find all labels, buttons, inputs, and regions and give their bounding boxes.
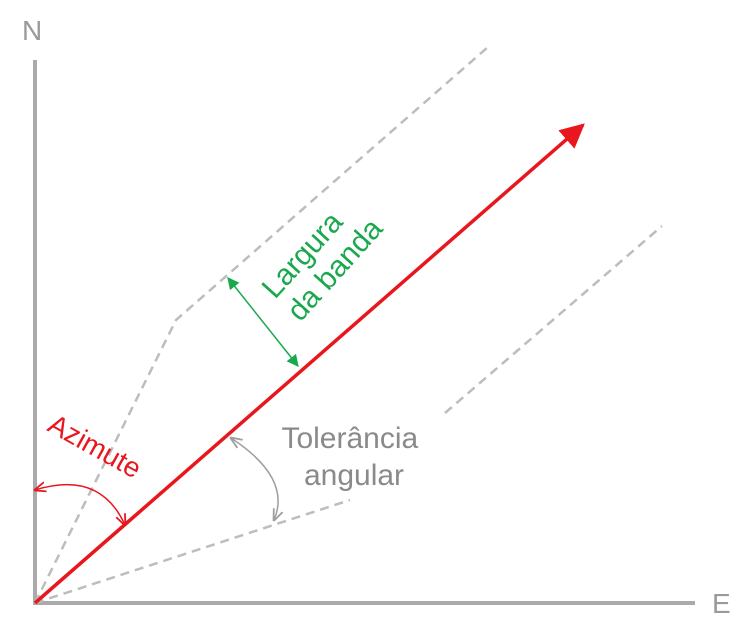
- azimuth-arc: [35, 485, 125, 525]
- azimuth-vector: [33, 123, 585, 605]
- angular-tolerance-label-line2: angular: [304, 459, 404, 492]
- upper-tolerance-boundary: [33, 46, 489, 604]
- angular-tolerance-label: Tolerância angular: [281, 422, 426, 492]
- angular-tolerance-arc: [231, 438, 278, 520]
- azimuth-label: Azimute: [43, 408, 147, 484]
- lower-band-boundary: [444, 225, 663, 414]
- north-label: N: [22, 15, 42, 46]
- east-label: E: [712, 588, 731, 619]
- band-width-arrow: [227, 277, 299, 367]
- angular-tolerance-label-line1: Tolerância: [281, 422, 418, 455]
- lower-tolerance-boundary: [34, 498, 351, 605]
- band-width-label: Largura da banda: [256, 189, 390, 327]
